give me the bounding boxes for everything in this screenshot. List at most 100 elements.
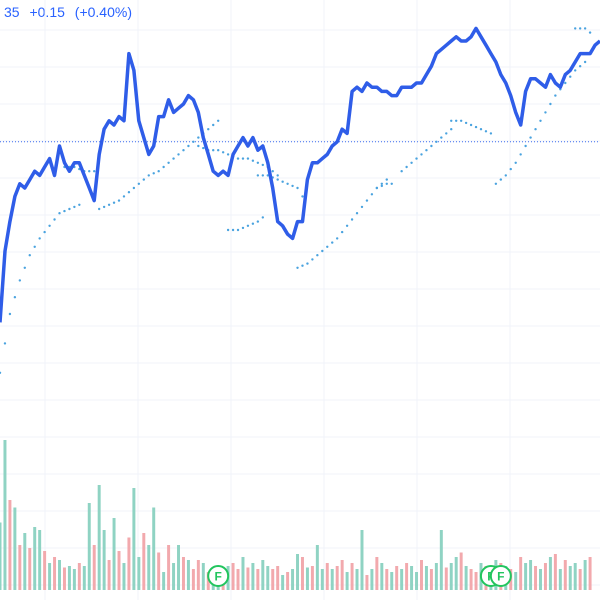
sar-dot	[97, 207, 101, 211]
volume-bar	[266, 566, 270, 590]
volume-bar	[464, 566, 468, 590]
sar-dot	[365, 199, 369, 202]
sar-dot	[3, 342, 7, 345]
sar-dot	[152, 172, 155, 175]
volume-bar	[117, 551, 121, 590]
sar-dot	[549, 102, 552, 106]
sar-dot	[350, 218, 354, 221]
volume-bar	[449, 563, 453, 590]
volume-bar	[167, 545, 171, 590]
sar-dot	[197, 136, 200, 139]
sar-dot	[281, 180, 284, 183]
event-marker-circle	[207, 565, 230, 587]
sar-dot	[454, 119, 458, 123]
sar-dot	[182, 149, 185, 152]
volume-bar	[444, 567, 448, 590]
sar-dot	[172, 157, 175, 160]
sar-dot	[340, 230, 344, 234]
sar-dot	[420, 153, 423, 156]
sar-dot	[261, 163, 265, 167]
sar-dot	[221, 151, 225, 154]
volume-bar	[459, 552, 463, 590]
sar-dot	[489, 132, 493, 135]
sar-dot	[43, 230, 46, 234]
volume-bar	[529, 560, 533, 590]
volume-bar	[330, 569, 334, 590]
sar-dot	[8, 312, 12, 316]
sar-dot	[137, 182, 141, 185]
sar-dot	[112, 201, 116, 204]
volume-bar	[539, 569, 542, 590]
volume-bar	[97, 485, 101, 590]
sar-dot	[410, 161, 413, 164]
volume-bar	[43, 551, 47, 590]
sar-dot	[385, 182, 388, 185]
event-marker[interactable]: F	[489, 565, 512, 587]
sar-dot	[256, 174, 260, 177]
sar-dot	[53, 218, 56, 221]
sar-dot	[226, 153, 230, 156]
sar-dot	[569, 75, 572, 78]
volume-bar	[350, 563, 354, 590]
volume-bar	[281, 575, 285, 590]
volume-bar	[3, 440, 7, 590]
volume-bar	[429, 569, 433, 590]
sar-dot	[430, 144, 433, 148]
sar-dot	[68, 207, 71, 211]
sar-dot	[102, 205, 106, 209]
volume-bar	[48, 563, 52, 590]
volume-bar	[77, 563, 81, 590]
sar-dot	[574, 27, 577, 30]
sar-dot	[544, 111, 547, 114]
volume-bar	[231, 563, 235, 590]
volume-bar	[241, 557, 245, 590]
sar-dot	[236, 157, 240, 160]
event-marker[interactable]: F	[207, 565, 230, 587]
sar-dot	[385, 178, 388, 181]
sar-dot	[588, 31, 592, 34]
sar-dot	[445, 132, 448, 135]
volume-bar	[325, 563, 329, 590]
sar-dot	[450, 128, 453, 131]
volume-bar	[122, 563, 126, 590]
sar-dot	[251, 222, 255, 225]
sar-dot	[73, 205, 76, 209]
sar-dot	[529, 136, 532, 139]
sar-dot	[271, 170, 274, 173]
volume-bar	[157, 552, 161, 590]
sar-dot	[539, 119, 542, 123]
sar-dot	[212, 123, 215, 127]
volume-bar	[191, 569, 195, 590]
volume-bar	[67, 566, 71, 590]
sar-dot	[241, 226, 245, 230]
volume-bar	[92, 545, 96, 590]
volume-bar	[305, 567, 309, 590]
volume-bar	[172, 563, 176, 590]
sar-dot	[464, 121, 468, 125]
volume-bar	[355, 569, 359, 590]
volume-bar	[434, 563, 438, 590]
volume-bar	[181, 557, 185, 590]
sar-dot	[256, 161, 260, 164]
volume-bar	[395, 566, 399, 590]
volume-bar	[315, 545, 319, 590]
price-change-percent: (+0.40%)	[74, 4, 132, 20]
price-header: 35 +0.15 (+0.40%)	[4, 4, 138, 20]
sar-dot	[157, 170, 160, 173]
volume-bar	[583, 560, 587, 590]
sar-dot	[147, 174, 150, 177]
volume-bar	[360, 530, 364, 590]
volume-bar	[390, 572, 394, 590]
sar-dot	[33, 245, 36, 248]
sar-dot	[276, 174, 279, 177]
volume-bar	[454, 557, 458, 590]
sar-dot	[474, 125, 478, 129]
volume-bar	[474, 572, 478, 590]
volume-bar	[177, 545, 180, 590]
sar-dot	[301, 195, 304, 198]
volume-bar	[534, 566, 538, 590]
volume-bar	[588, 557, 592, 590]
volume-bar	[107, 560, 111, 590]
sar-dot	[450, 119, 453, 123]
